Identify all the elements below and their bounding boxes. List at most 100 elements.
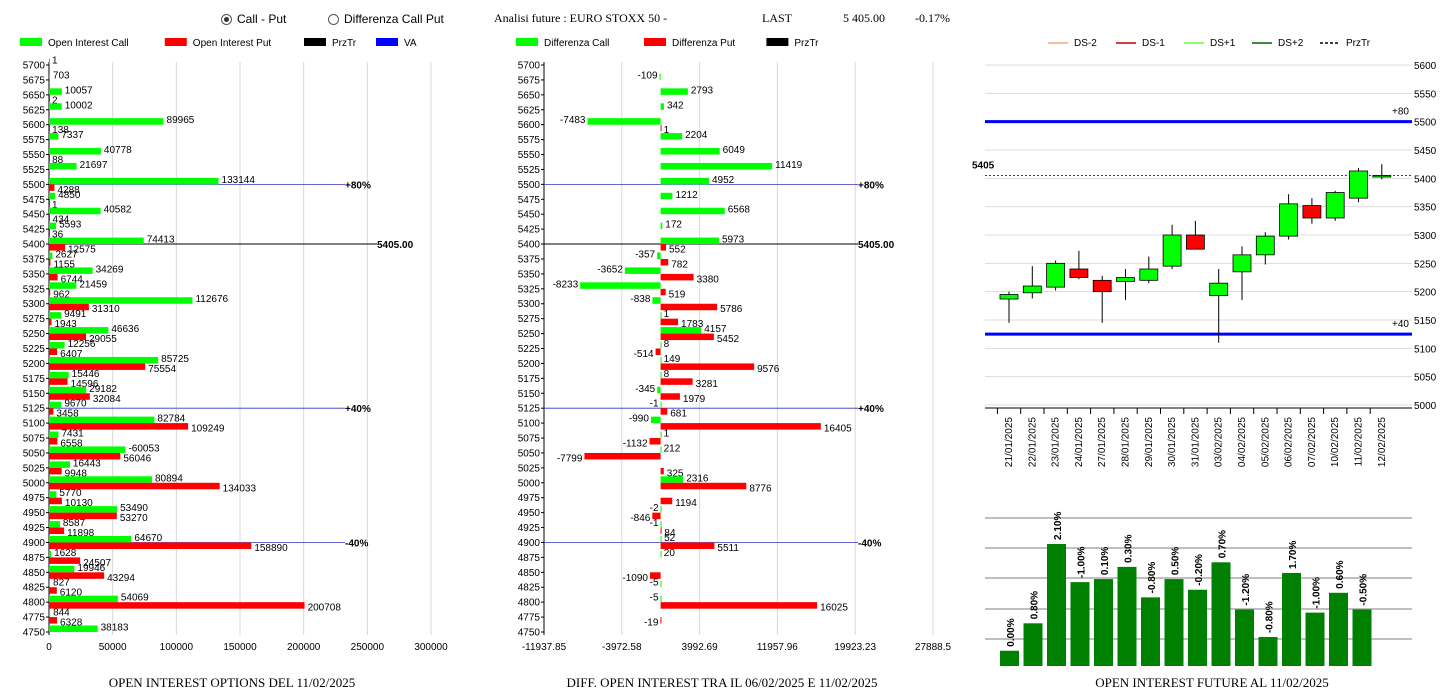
strike-label: 5450 (23, 210, 46, 221)
strike-label: 5450 (518, 210, 541, 221)
put-bar (49, 244, 66, 251)
x-tick-label: -3972.58 (602, 642, 642, 653)
candle-body (1325, 192, 1345, 219)
put-bar (660, 393, 680, 400)
put-bar (49, 94, 50, 102)
strike-label: 4975 (23, 493, 46, 504)
strike-label: 5475 (518, 195, 541, 206)
put-bar (49, 587, 57, 594)
call-value-label: 89965 (167, 115, 195, 126)
call-value-label: 34269 (96, 264, 124, 275)
radio-differenza-indicator[interactable] (328, 13, 339, 25)
strike-label: 5400 (518, 240, 541, 251)
put-bar (660, 602, 818, 609)
strike-label: 5225 (23, 344, 46, 355)
strike-label: 5650 (23, 90, 46, 101)
call-bar (49, 133, 59, 140)
strike-label: 5675 (518, 75, 541, 86)
put-bar (49, 557, 81, 564)
ref-line-label: +80% (345, 180, 371, 191)
strike-label: 5125 (518, 404, 541, 415)
candle-body (1186, 234, 1205, 250)
y-tick-label: 5350 (1414, 203, 1437, 214)
put-value-label: 200708 (308, 603, 342, 614)
call-value-label: 342 (667, 100, 684, 111)
put-bar (49, 199, 50, 206)
call-bar (49, 282, 77, 289)
strike-label: 5425 (23, 225, 46, 236)
put-bar (49, 124, 50, 132)
call-value-label: 40778 (104, 145, 132, 156)
future-bar-label: 2.10% (1053, 512, 1064, 540)
legend-label: PrzTr (1346, 38, 1371, 49)
put-bar (660, 318, 679, 326)
put-bar (49, 467, 62, 475)
strike-label: 5375 (518, 254, 541, 265)
call-bar (660, 446, 662, 453)
call-bar (660, 595, 662, 603)
candle-body (999, 294, 1019, 300)
call-value-label: 9670 (64, 399, 87, 410)
strike-label: 5150 (518, 389, 541, 400)
strike-label: 5350 (518, 269, 541, 280)
future-bar (1141, 597, 1160, 666)
strike-label: 5100 (518, 419, 541, 430)
strike-label: 5575 (23, 135, 46, 146)
put-value-label: 31310 (92, 304, 120, 315)
put-value-label: -19 (644, 618, 659, 629)
future-bar (1329, 592, 1348, 666)
legend-label: DS-2 (1074, 38, 1097, 49)
put-bar (660, 467, 664, 475)
call-bar (49, 88, 62, 95)
y-tick-label: 5000 (1414, 401, 1437, 412)
call-bar (660, 312, 662, 319)
call-value-label: 2627 (55, 249, 78, 260)
put-bar (49, 393, 90, 400)
radio-differenza-call-put[interactable]: Differenza Call Put (328, 12, 444, 26)
call-value-label: -8233 (553, 279, 579, 290)
call-value-label: -357 (635, 249, 655, 260)
call-value-label: 54069 (121, 593, 149, 604)
put-value-label: -514 (634, 349, 654, 360)
put-bar (49, 602, 305, 609)
put-bar (584, 452, 661, 460)
put-value-label: 9576 (757, 364, 780, 375)
call-bar (660, 162, 773, 170)
strike-label: 5000 (518, 478, 541, 489)
put-value-label: 24507 (83, 558, 111, 569)
put-bar (49, 408, 54, 415)
call-value-label: 2204 (685, 130, 708, 141)
put-bar (49, 527, 65, 535)
put-value-label: 434 (53, 215, 70, 226)
call-bar (657, 252, 661, 259)
date-label: 24/01/2025 (1074, 417, 1085, 467)
page-title: Analisi future : EURO STOXX 50 - (494, 11, 668, 25)
call-bar (49, 506, 118, 513)
call-bar (660, 371, 662, 379)
date-label: 10/02/2025 (1330, 417, 1341, 467)
strike-label: 4750 (518, 628, 541, 639)
put-value-label: 16025 (820, 603, 848, 614)
put-bar (49, 273, 58, 281)
future-bar (1023, 623, 1043, 666)
strike-label: 4850 (23, 568, 46, 579)
call-bar (660, 506, 662, 513)
strike-label: 4875 (23, 553, 46, 564)
put-value-label: 12575 (68, 245, 96, 256)
call-value-label: -3652 (597, 264, 623, 275)
legend-label: PrzTr (332, 38, 357, 49)
radio-call-put-indicator[interactable] (221, 13, 232, 25)
strike-label: 5525 (23, 165, 46, 176)
put-value-label: 84 (664, 528, 676, 539)
call-value-label: 7337 (61, 130, 84, 141)
radio-call-put[interactable]: Call - Put (221, 12, 286, 26)
strike-label: 5325 (518, 284, 541, 295)
candle-body (1162, 234, 1182, 267)
call-value-label: 1 (52, 56, 58, 67)
call-value-label: 80894 (155, 473, 183, 484)
call-value-label: 2316 (686, 473, 709, 484)
strike-label: 4825 (23, 583, 46, 594)
put-value-label: 6120 (60, 588, 83, 599)
va-line-label: +40 (1392, 319, 1409, 330)
put-bar (49, 214, 50, 221)
